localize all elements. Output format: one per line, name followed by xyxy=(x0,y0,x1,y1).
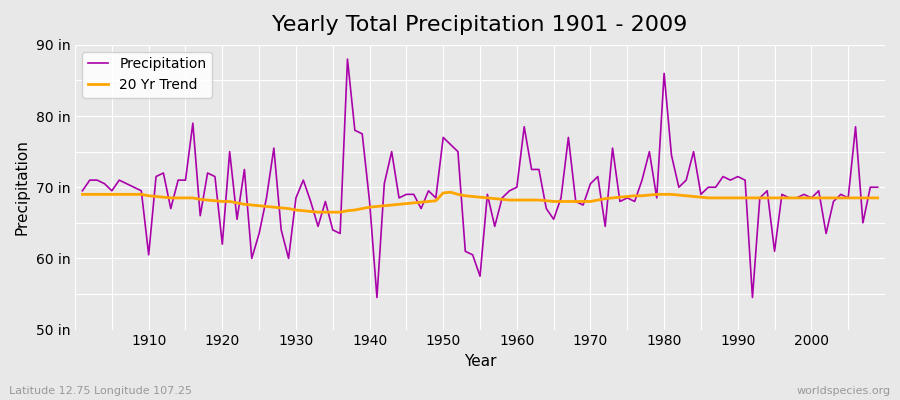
Line: Precipitation: Precipitation xyxy=(83,59,878,298)
Text: Latitude 12.75 Longitude 107.25: Latitude 12.75 Longitude 107.25 xyxy=(9,386,192,396)
20 Yr Trend xyxy=(446,190,456,195)
20 Yr Trend xyxy=(77,192,88,197)
Precipitation xyxy=(349,128,360,133)
20 Yr Trend xyxy=(526,198,537,202)
Precipitation xyxy=(518,124,529,129)
Precipitation xyxy=(77,188,88,193)
20 Yr Trend xyxy=(312,210,323,214)
20 Yr Trend xyxy=(615,195,626,200)
20 Yr Trend xyxy=(298,208,309,213)
Precipitation xyxy=(298,178,309,182)
20 Yr Trend xyxy=(872,196,883,200)
20 Yr Trend xyxy=(518,198,529,202)
Precipitation xyxy=(615,199,626,204)
Precipitation xyxy=(372,295,382,300)
Precipitation xyxy=(342,57,353,62)
Y-axis label: Precipitation: Precipitation xyxy=(15,139,30,235)
20 Yr Trend xyxy=(349,208,360,212)
Precipitation xyxy=(526,167,537,172)
Line: 20 Yr Trend: 20 Yr Trend xyxy=(83,192,878,212)
Precipitation xyxy=(136,188,147,193)
20 Yr Trend xyxy=(136,192,147,197)
X-axis label: Year: Year xyxy=(464,354,496,369)
Precipitation xyxy=(872,185,883,190)
Text: worldspecies.org: worldspecies.org xyxy=(796,386,891,396)
Title: Yearly Total Precipitation 1901 - 2009: Yearly Total Precipitation 1901 - 2009 xyxy=(273,15,688,35)
Legend: Precipitation, 20 Yr Trend: Precipitation, 20 Yr Trend xyxy=(82,52,212,98)
